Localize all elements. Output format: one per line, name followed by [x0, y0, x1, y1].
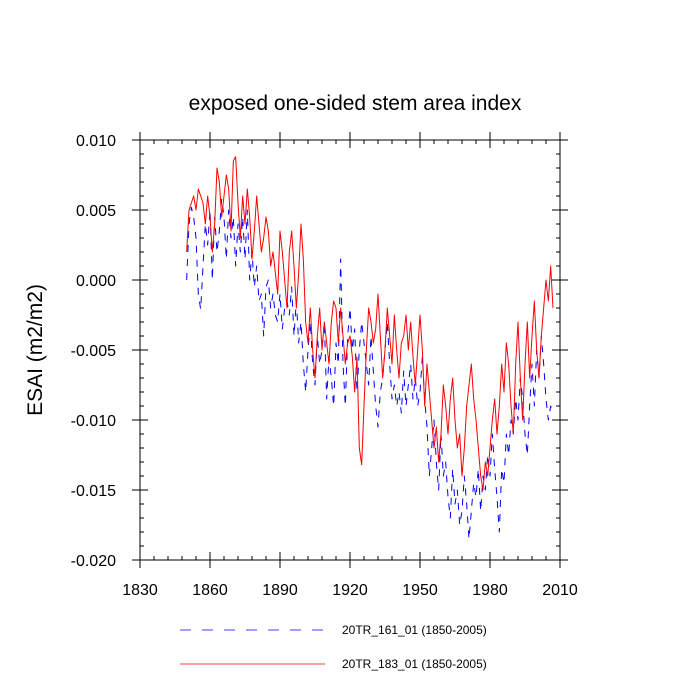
x-tick-label: 1950 — [402, 582, 438, 599]
legend: 20TR_161_01 (1850-2005) 20TR_183_01 (185… — [180, 623, 487, 671]
legend-label-series-1: 20TR_161_01 (1850-2005) — [342, 623, 487, 637]
x-tick-label: 1830 — [122, 582, 158, 599]
y-tick-label: -0.015 — [71, 483, 116, 500]
y-tick-label: 0.010 — [76, 133, 116, 150]
y-axis-label: ESAI (m2/m2) — [24, 284, 47, 416]
y-tick-label: 0.000 — [76, 273, 116, 290]
x-axis: 1830 1860 1890 1920 1950 1980 2010 — [122, 132, 578, 599]
x-tick-label: 2010 — [542, 582, 578, 599]
series-line-1 — [186, 198, 554, 540]
x-tick-label: 1890 — [262, 582, 298, 599]
x-tick-label: 1920 — [332, 582, 368, 599]
legend-label-series-2: 20TR_183_01 (1850-2005) — [342, 657, 487, 671]
y-axis: -0.020 -0.015 -0.010 -0.005 0.000 0.005 0.010 — [71, 133, 568, 570]
y-tick-label: -0.005 — [71, 343, 116, 360]
series-line-2 — [186, 156, 554, 491]
x-tick-label: 1860 — [192, 582, 228, 599]
y-tick-label: -0.010 — [71, 413, 116, 430]
x-tick-label: 1980 — [472, 582, 508, 599]
chart-title: exposed one-sided stem area index — [189, 92, 522, 115]
series-lines — [186, 156, 554, 540]
y-tick-label: -0.020 — [71, 553, 116, 570]
y-tick-label: 0.005 — [76, 203, 116, 220]
